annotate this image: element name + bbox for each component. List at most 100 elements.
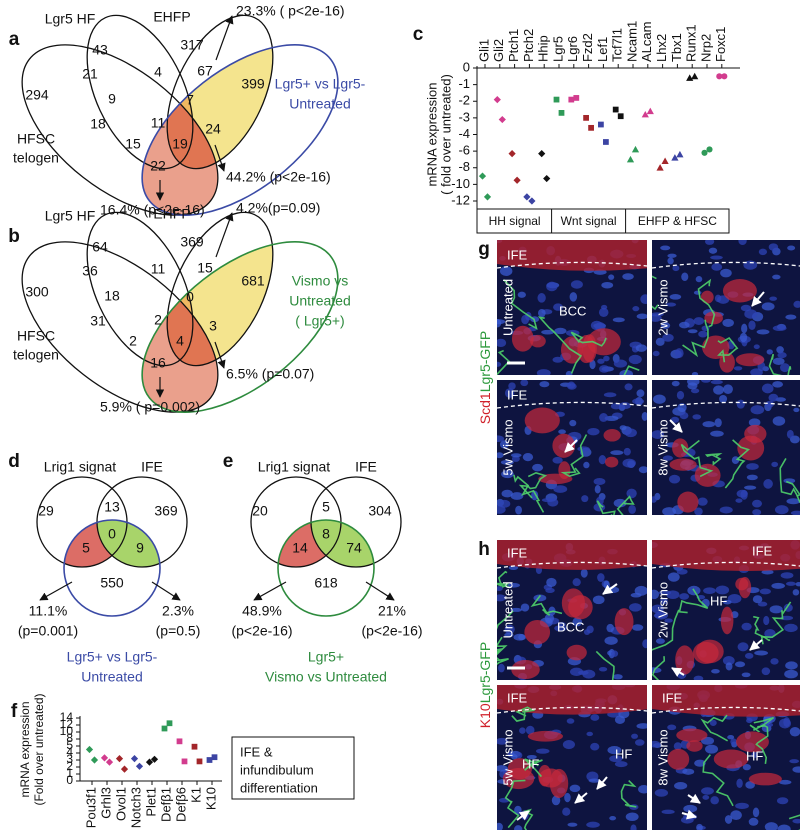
micrograph-tile: 5w Vismo IFE bbox=[497, 380, 647, 515]
category-label: Lef1 bbox=[595, 37, 610, 62]
structure-label: IFE bbox=[507, 247, 528, 262]
nucleus bbox=[735, 802, 749, 809]
y-tick-label: -2 bbox=[458, 93, 470, 108]
condition-label: 2w Vismo bbox=[655, 279, 670, 335]
condition-label: 2w Vismo bbox=[655, 582, 670, 638]
nucleus bbox=[597, 358, 605, 364]
gfp-signal bbox=[518, 471, 548, 499]
red-cells bbox=[566, 644, 587, 661]
nucleus bbox=[638, 785, 647, 794]
nucleus bbox=[711, 263, 723, 271]
panel-label: e bbox=[223, 451, 234, 472]
nucleus bbox=[497, 361, 502, 367]
category-label: Defβ1 bbox=[158, 787, 173, 822]
nucleus bbox=[715, 585, 730, 595]
micrograph-h: h K10Lgr5-GFP Untreated IFE BCC 2w Vismo IFE HF… bbox=[477, 539, 800, 830]
y-tick-label: 4 bbox=[66, 745, 73, 759]
nucleus bbox=[662, 333, 674, 342]
set-label: ( Lgr5+) bbox=[295, 313, 344, 329]
region-count: 64 bbox=[92, 239, 108, 255]
panel-label: g bbox=[478, 239, 490, 260]
category-label: Defβ6 bbox=[173, 787, 188, 822]
nucleus bbox=[499, 440, 509, 449]
set-outline bbox=[21, 241, 219, 413]
region-count: 15 bbox=[197, 260, 213, 276]
structure-label: IFE bbox=[662, 690, 683, 705]
red-cells bbox=[720, 606, 734, 635]
nucleus bbox=[752, 595, 763, 604]
nucleus bbox=[763, 615, 770, 626]
category-label: Ncam1 bbox=[624, 21, 639, 62]
region-count: 29 bbox=[38, 503, 54, 519]
nucleus bbox=[590, 742, 600, 751]
boundary bbox=[497, 561, 647, 569]
nucleus bbox=[739, 332, 748, 343]
nucleus bbox=[789, 759, 800, 764]
condition-label: Untreated bbox=[500, 581, 515, 638]
data-point bbox=[528, 197, 536, 205]
nucleus bbox=[628, 504, 636, 514]
red-cells bbox=[568, 595, 593, 620]
red-cells bbox=[735, 353, 765, 367]
nucleus bbox=[642, 639, 647, 649]
data-point bbox=[721, 73, 728, 80]
data-point bbox=[641, 110, 649, 118]
gfp-signal bbox=[680, 439, 714, 478]
nucleus bbox=[780, 363, 790, 373]
nucleus bbox=[655, 638, 665, 644]
gfp-signal bbox=[537, 316, 583, 374]
nucleus bbox=[628, 354, 642, 365]
set-label: IFE bbox=[355, 459, 377, 475]
red-cells bbox=[614, 608, 634, 636]
set-outline bbox=[21, 44, 219, 216]
boundary bbox=[652, 706, 800, 714]
boundary bbox=[652, 401, 800, 409]
nucleus bbox=[536, 369, 551, 375]
region-count: 550 bbox=[100, 575, 124, 591]
nucleus bbox=[754, 650, 769, 656]
nucleus bbox=[772, 381, 784, 388]
y-tick-label: 12 bbox=[60, 717, 74, 731]
structure-label: IFE bbox=[507, 545, 528, 560]
data-point bbox=[631, 145, 640, 153]
data-point bbox=[716, 73, 723, 80]
annotation: (p<2e-16) bbox=[231, 623, 292, 639]
nucleus bbox=[497, 452, 504, 459]
nucleus bbox=[603, 355, 610, 362]
data-point bbox=[176, 738, 183, 745]
nucleus bbox=[612, 674, 623, 680]
red-cells bbox=[676, 728, 708, 742]
nucleus bbox=[497, 338, 507, 348]
region-count: 3 bbox=[209, 318, 217, 334]
category-label: Plet1 bbox=[143, 787, 158, 817]
nucleus bbox=[702, 795, 710, 800]
data-point bbox=[161, 725, 168, 732]
arrow bbox=[596, 776, 608, 790]
nucleus bbox=[535, 748, 550, 754]
micrograph-tile: 5w Vismo IFE HF HF bbox=[497, 685, 647, 830]
nucleus bbox=[611, 650, 619, 657]
region-count: 18 bbox=[104, 288, 120, 304]
gfp-signal bbox=[755, 725, 769, 764]
structure-label: IFE bbox=[507, 387, 528, 402]
nucleus bbox=[774, 505, 789, 515]
y-tick-label: 8 bbox=[66, 731, 73, 745]
annotation: 23.3% ( p<2e-16) bbox=[236, 3, 345, 19]
arrow bbox=[214, 144, 226, 172]
category-label: Lgr5 bbox=[550, 36, 565, 62]
nucleus bbox=[607, 745, 622, 755]
nucleus bbox=[497, 435, 505, 443]
nucleus bbox=[586, 625, 594, 634]
set-label: Vismo vs Untreated bbox=[265, 669, 387, 685]
gfp-signal bbox=[697, 278, 716, 328]
region-count: 300 bbox=[25, 284, 49, 300]
nucleus bbox=[772, 325, 787, 332]
nucleus bbox=[564, 792, 571, 803]
nucleus bbox=[598, 455, 607, 465]
nucleus bbox=[763, 479, 773, 489]
nucleus bbox=[679, 321, 690, 329]
nucleus bbox=[750, 405, 765, 415]
region-fill bbox=[64, 520, 127, 567]
nucleus bbox=[687, 329, 698, 334]
